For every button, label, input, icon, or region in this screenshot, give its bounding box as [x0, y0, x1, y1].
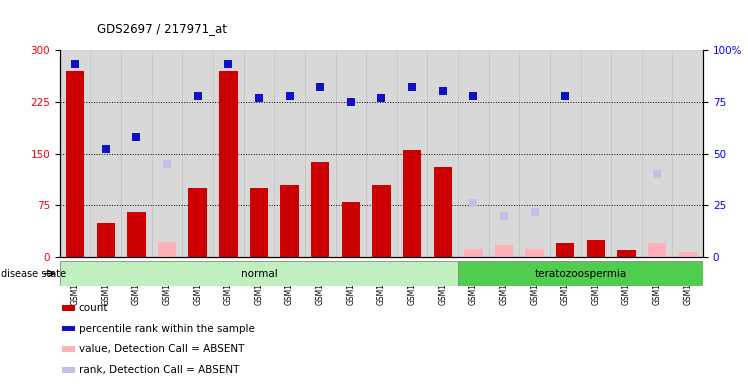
Point — [498, 213, 510, 219]
Text: count: count — [79, 303, 108, 313]
Point — [69, 61, 81, 68]
Point — [468, 93, 479, 99]
Point — [345, 99, 357, 105]
Bar — [488, 50, 519, 257]
Point — [560, 93, 571, 99]
Bar — [617, 250, 636, 257]
Bar — [342, 202, 360, 257]
Bar — [434, 167, 452, 257]
Point — [375, 94, 387, 101]
Bar — [96, 223, 115, 257]
Bar — [62, 326, 75, 331]
Bar — [525, 249, 544, 257]
Text: teratozoospermia: teratozoospermia — [535, 268, 627, 279]
Bar — [495, 245, 513, 257]
Bar — [580, 50, 611, 257]
Text: normal: normal — [241, 268, 278, 279]
Bar — [396, 50, 427, 257]
Bar — [519, 50, 550, 257]
Bar — [458, 50, 488, 257]
Bar — [672, 50, 703, 257]
Point — [253, 94, 265, 101]
Bar — [183, 50, 213, 257]
Bar — [62, 305, 75, 311]
Bar — [586, 240, 605, 257]
Point — [529, 209, 541, 215]
Bar — [60, 50, 91, 257]
Bar — [678, 252, 697, 257]
Point — [222, 61, 234, 68]
Point — [130, 134, 142, 140]
Bar — [152, 50, 183, 257]
Bar — [305, 50, 336, 257]
Bar — [275, 50, 305, 257]
Bar — [91, 50, 121, 257]
Bar — [213, 50, 244, 257]
Bar — [403, 150, 421, 257]
Point — [161, 161, 173, 167]
Bar — [158, 242, 177, 257]
Bar — [121, 50, 152, 257]
Bar — [367, 50, 396, 257]
Bar — [611, 50, 642, 257]
Point — [191, 93, 203, 99]
Point — [437, 88, 449, 94]
Bar — [556, 243, 574, 257]
Bar — [465, 249, 482, 257]
Text: rank, Detection Call = ABSENT: rank, Detection Call = ABSENT — [79, 365, 239, 375]
Bar — [458, 261, 703, 286]
Bar — [311, 162, 329, 257]
Bar — [336, 50, 367, 257]
Point — [652, 171, 663, 177]
Text: disease state: disease state — [1, 268, 66, 279]
Bar — [219, 71, 238, 257]
Bar — [550, 50, 580, 257]
Bar — [244, 50, 275, 257]
Point — [468, 200, 479, 207]
Text: percentile rank within the sample: percentile rank within the sample — [79, 324, 254, 334]
Bar — [642, 50, 672, 257]
Bar — [60, 261, 458, 286]
Bar — [373, 185, 390, 257]
Bar — [648, 254, 666, 257]
Text: value, Detection Call = ABSENT: value, Detection Call = ABSENT — [79, 344, 244, 354]
Point — [99, 146, 111, 152]
Bar — [427, 50, 458, 257]
Bar — [62, 346, 75, 352]
Point — [314, 84, 326, 90]
Bar — [280, 185, 298, 257]
Bar — [62, 367, 75, 372]
Point — [283, 93, 295, 99]
Bar — [66, 71, 85, 257]
Text: GDS2697 / 217971_at: GDS2697 / 217971_at — [97, 22, 227, 35]
Bar — [250, 188, 268, 257]
Bar — [188, 188, 207, 257]
Bar — [648, 243, 666, 257]
Bar — [127, 212, 146, 257]
Point — [406, 84, 418, 90]
